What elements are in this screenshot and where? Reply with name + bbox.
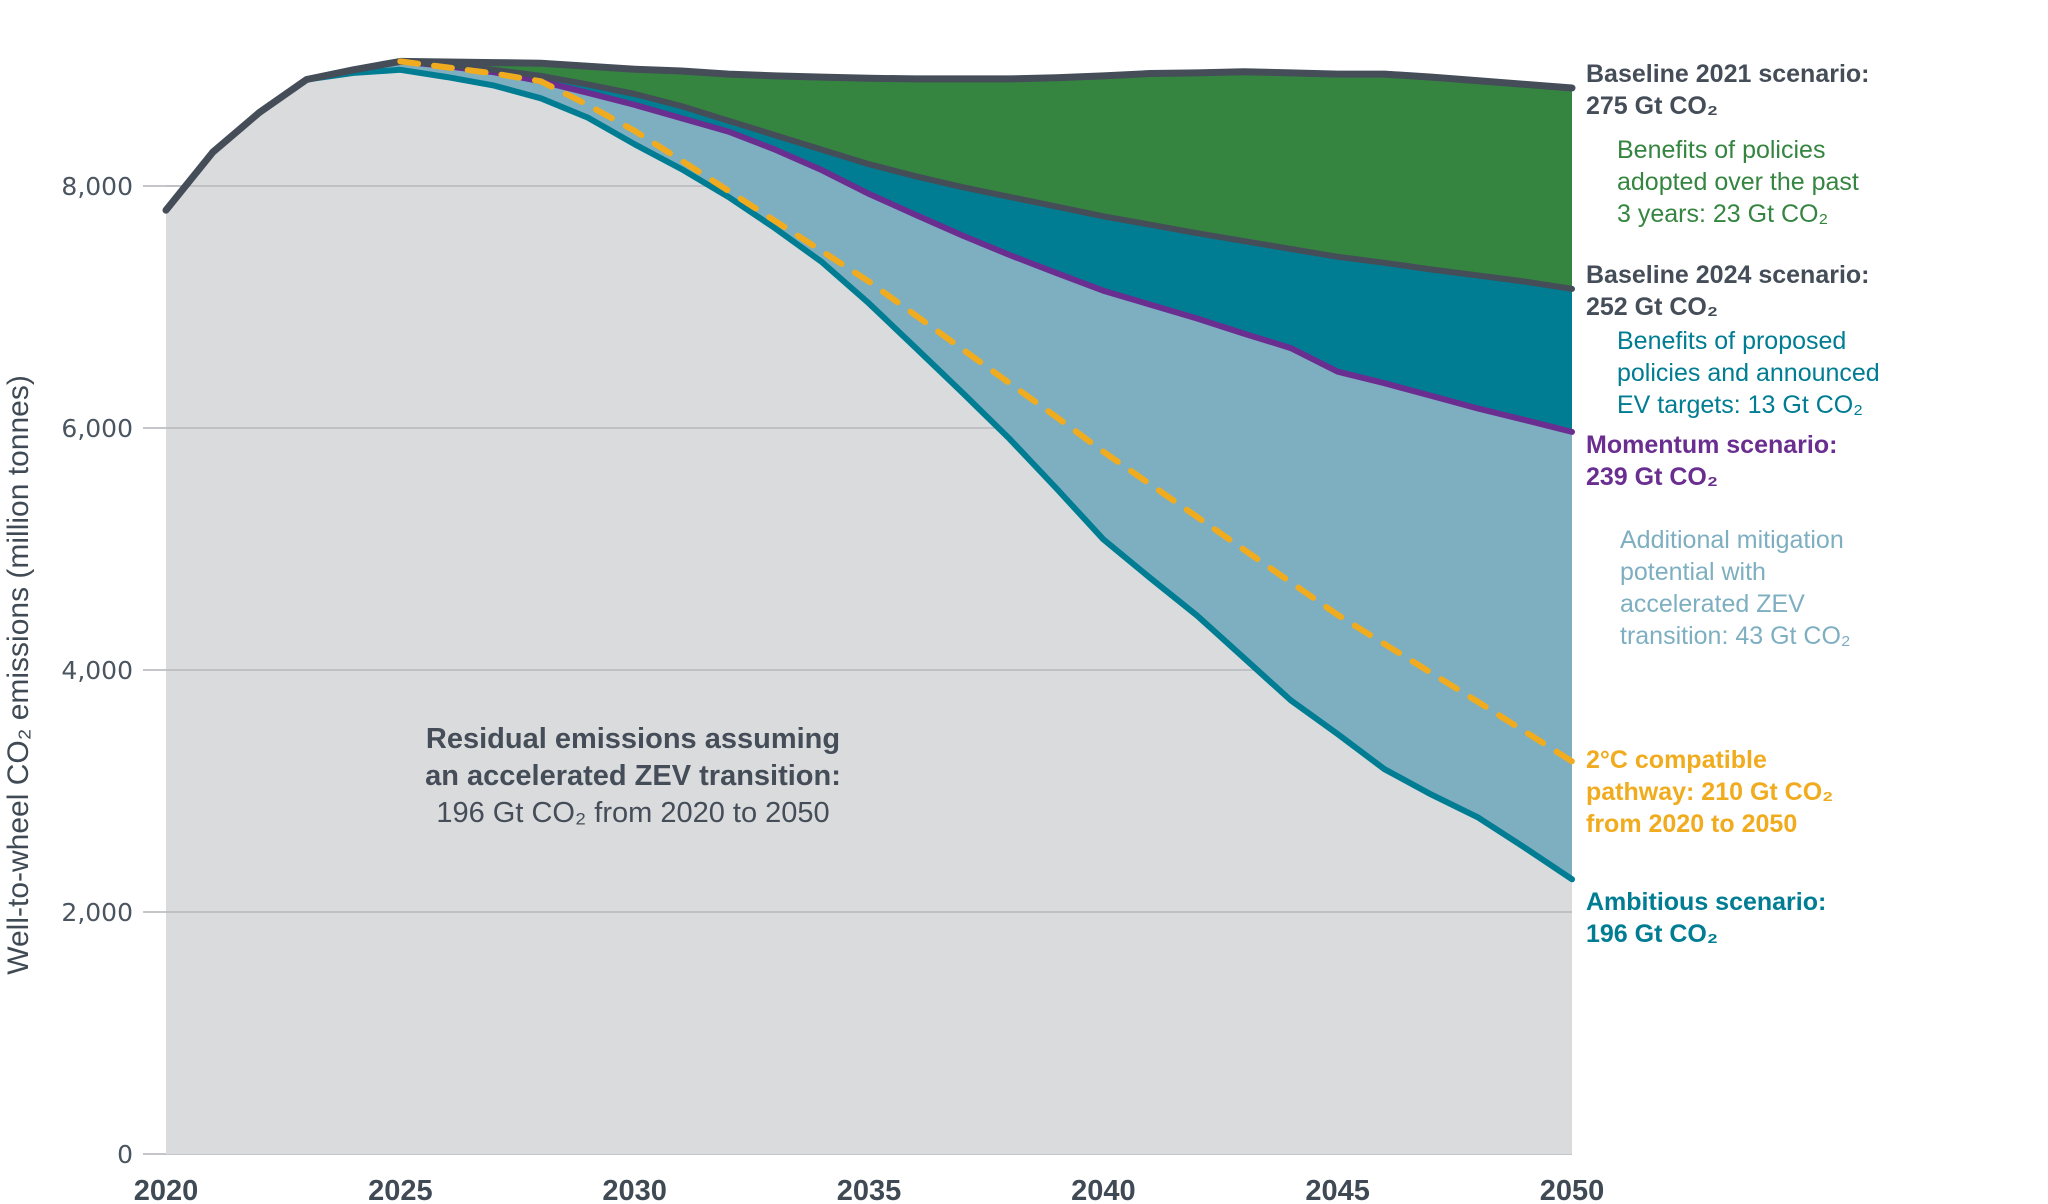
line-2-c-compatible-pathway [397,58,1575,765]
annotation-baseline2024-line: 252 Gt CO₂ [1586,293,1718,321]
x-tick-label: 2025 [368,1175,433,1204]
annotation-ambitious-line: 196 Gt CO₂ [1586,920,1718,948]
annotation-benefits-proposed-line: Benefits of proposed [1617,327,1846,355]
annotation-baseline2021-line: Baseline 2021 scenario: [1586,60,1870,88]
x-tick-label: 2030 [602,1175,667,1204]
x-tick-label: 2040 [1071,1175,1136,1204]
annotation-additional-line: Additional mitigation [1620,526,1844,554]
annotation-benefits-proposed-line: policies and announced [1617,359,1880,387]
y-tick-label: 4,000 [61,656,133,685]
annotation-additional-line: accelerated ZEV [1620,590,1805,618]
annotation-momentum-line: Momentum scenario: [1586,431,1837,459]
annotation-benefits-proposed-line: EV targets: 13 Gt CO₂ [1617,391,1863,419]
y-axis: 0 2,000 4,000 6,000 8,000 [61,172,133,1169]
annotation-residual-line: an accelerated ZEV transition: [425,760,841,792]
x-axis: 2020 2025 2030 2035 2040 2045 2050 [134,1175,1605,1204]
y-tick-label: 0 [117,1140,133,1169]
y-tick-label: 2,000 [61,898,133,927]
x-tick-label: 2035 [837,1175,902,1204]
x-tick-label: 2020 [134,1175,199,1204]
y-tick-label: 6,000 [61,414,133,443]
band-fill-benefits-of-policies-adopted-over-the-past-3-years [166,61,1572,289]
annotation-benefits-adopted-line: 3 years: 23 Gt CO₂ [1617,200,1828,228]
annotation-baseline2024-line: Baseline 2024 scenario: [1586,261,1870,289]
annotation-benefits-adopted-line: Benefits of policies [1617,136,1825,164]
annotation-baseline2021-line: 275 Gt CO₂ [1586,92,1718,120]
annotation-benefits-adopted-line: adopted over the past [1617,168,1859,196]
x-tick-label: 2045 [1305,1175,1370,1204]
line-ambitious-scenario [163,66,1575,883]
band-fill-additional-mitigation-potential-with-accelerated-zev-transition [166,61,1572,880]
annotation-two-degree-line: 2°C compatible [1586,746,1767,774]
y-tick-label: 8,000 [61,172,133,201]
annotations: Baseline 2021 scenario: 275 Gt CO₂ Benefit… [425,60,1880,948]
annotation-residual-line: Residual emissions assuming [426,723,840,755]
band-residual-emissions [166,69,1572,1154]
annotation-two-degree-line: from 2020 to 2050 [1586,810,1797,838]
annotation-two-degree-line: pathway: 210 Gt CO₂ [1586,778,1833,806]
annotation-additional-line: transition: 43 Gt CO₂ [1620,622,1851,650]
annotation-residual-line: 196 Gt CO₂ from 2020 to 2050 [436,797,829,829]
annotation-ambitious-line: Ambitious scenario: [1586,888,1826,916]
y-axis-title: Well-to-wheel CO₂ emissions (million ton… [2,375,35,975]
area-bands [166,61,1572,1154]
x-tick-label: 2050 [1540,1175,1605,1204]
scenario-lines [162,57,1576,883]
annotation-momentum-line: 239 Gt CO₂ [1586,463,1718,491]
annotation-additional-line: potential with [1620,558,1766,586]
